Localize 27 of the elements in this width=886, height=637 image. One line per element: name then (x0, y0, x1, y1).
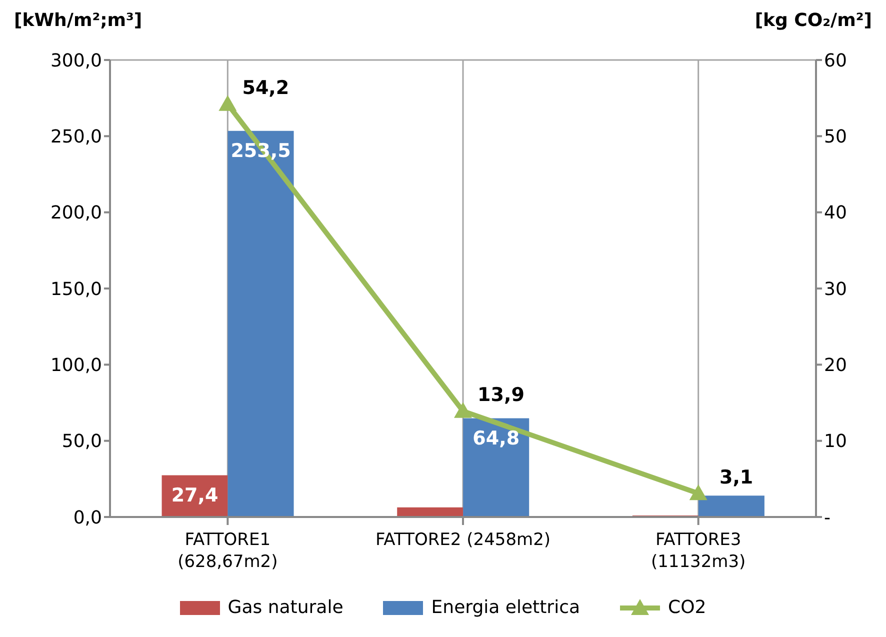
data-label: 54,2 (242, 77, 290, 100)
data-label: 27,4 (171, 484, 218, 506)
y2-tick-label: 40 (824, 202, 847, 224)
data-label: 3,1 (719, 466, 754, 488)
y-axis-title: [kWh/m²;m³] (14, 10, 142, 31)
y-tick-label: 150,0 (50, 278, 102, 300)
y-tick-label: 100,0 (50, 355, 102, 376)
y2-tick-label: 30 (824, 278, 847, 300)
y2-tick-label: 60 (824, 50, 847, 72)
legend-label: Energia elettrica (431, 597, 580, 618)
x-tick-label: FATTORE1 (628,67m2) (178, 530, 278, 572)
data-label: 64,8 (472, 427, 520, 450)
y-tick-label: 0,0 (73, 507, 102, 528)
y2-tick-label: - (824, 507, 830, 528)
y2-tick-label: 50 (824, 126, 847, 148)
legend-label: Gas naturale (228, 597, 344, 618)
y-tick-label: 300,0 (50, 50, 102, 72)
y-tick-label: 200,0 (50, 202, 102, 224)
legend-label: CO2 (668, 597, 706, 618)
x-tick-label: FATTORE2 (2458m2) (375, 530, 551, 550)
y2-tick-label: 10 (824, 431, 847, 452)
x-tick-label: FATTORE3 (11132m3) (650, 530, 746, 572)
y2-tick-label: 20 (824, 355, 847, 376)
y2-axis-title: [kg CO₂/m²] (754, 10, 872, 31)
y-tick-label: 50,0 (62, 431, 102, 452)
data-label: 13,9 (478, 384, 524, 406)
y-tick-label: 250,0 (50, 126, 102, 148)
